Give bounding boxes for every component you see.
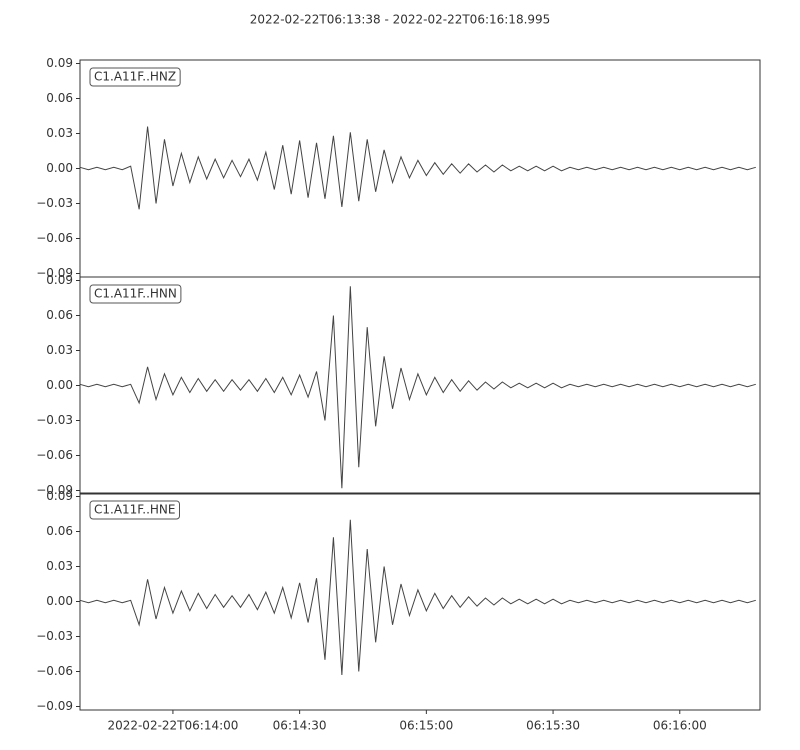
- x-tick-label: 06:16:00: [653, 719, 707, 733]
- y-tick-label: 0.09: [46, 489, 73, 503]
- y-tick-label: −0.03: [36, 196, 73, 210]
- y-tick-label: 0.06: [46, 524, 73, 538]
- x-tick-label: 2022-02-22T06:14:00: [107, 719, 238, 733]
- y-tick-label: 0.00: [46, 594, 73, 608]
- trace-label-box: [89, 284, 182, 304]
- trace-label-box: [89, 500, 180, 520]
- trace: [79, 519, 756, 676]
- y-tick-label: −0.06: [36, 231, 73, 245]
- y-tick-label: −0.03: [36, 629, 73, 643]
- y-tick-label: −0.09: [36, 483, 73, 497]
- trace-label-box: [89, 67, 181, 87]
- chart-title: 2022-02-22T06:13:38 - 2022-02-22T06:16:1…: [250, 13, 551, 27]
- trace-label: C1.A11F..HNE: [94, 503, 176, 517]
- trace: [79, 126, 756, 210]
- trace: [79, 286, 756, 489]
- x-tick-label: 06:15:30: [526, 719, 580, 733]
- x-tick-label: 06:14:30: [273, 719, 327, 733]
- y-tick-label: −0.09: [36, 699, 73, 713]
- y-tick-label: −0.09: [36, 266, 73, 280]
- y-tick-label: 0.06: [46, 91, 73, 105]
- y-tick-label: −0.06: [36, 664, 73, 678]
- y-tick-label: −0.06: [36, 448, 73, 462]
- y-tick-label: 0.00: [46, 161, 73, 175]
- y-tick-label: 0.03: [46, 343, 73, 357]
- y-tick-label: 0.00: [46, 378, 73, 392]
- y-tick-label: 0.06: [46, 308, 73, 322]
- x-tick-label: 06:15:00: [399, 719, 453, 733]
- y-tick-label: 0.09: [46, 56, 73, 70]
- y-tick-label: 0.03: [46, 126, 73, 140]
- y-tick-label: 0.09: [46, 273, 73, 287]
- y-tick-label: −0.03: [36, 413, 73, 427]
- trace-label: C1.A11F..HNN: [94, 287, 177, 301]
- y-tick-label: 0.03: [46, 559, 73, 573]
- trace-label: C1.A11F..HNZ: [94, 70, 176, 84]
